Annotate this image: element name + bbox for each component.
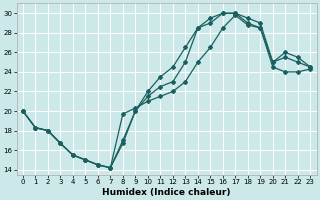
X-axis label: Humidex (Indice chaleur): Humidex (Indice chaleur) <box>102 188 231 197</box>
